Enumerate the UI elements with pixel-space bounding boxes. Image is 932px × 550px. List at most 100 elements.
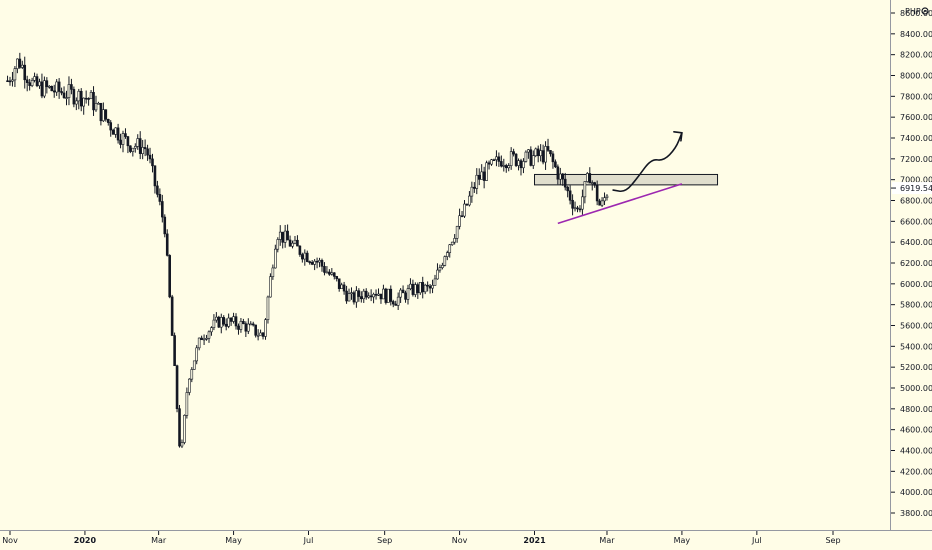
candle-body — [102, 109, 105, 122]
candle-body — [219, 317, 223, 328]
y-tick-label: 6800.00 — [900, 197, 932, 206]
candle-body — [183, 415, 186, 443]
candle-body — [23, 64, 27, 81]
candle-body — [261, 332, 265, 337]
candle-body — [396, 296, 400, 306]
candle-body — [436, 269, 439, 280]
y-tick-label: 5600.00 — [900, 322, 932, 331]
candle-body — [556, 166, 560, 180]
x-tick-label: Sep — [825, 536, 840, 545]
candle-body — [600, 200, 604, 206]
candle-body — [244, 323, 248, 332]
y-tick-label: 8200.00 — [900, 51, 932, 60]
y-tick-label: 3800.00 — [900, 509, 932, 518]
candle-body — [163, 216, 167, 235]
candle-body — [133, 146, 137, 149]
x-tick-label: Nov — [452, 536, 468, 545]
candle-body — [242, 321, 245, 324]
candle-body — [404, 292, 407, 300]
candle-body — [124, 133, 127, 137]
projection-arrowhead — [673, 130, 683, 142]
y-tick-label: 7600.00 — [900, 113, 932, 122]
candle-body — [310, 262, 314, 265]
candle-body — [170, 296, 174, 336]
candle-body — [25, 79, 29, 83]
candle-body — [551, 153, 555, 163]
candle-body — [65, 97, 68, 99]
y-tick-label: 5400.00 — [900, 342, 932, 351]
y-tick-label: 6400.00 — [900, 238, 932, 247]
candle-body — [82, 97, 86, 107]
candle-body — [48, 85, 51, 88]
candle-body — [305, 252, 309, 262]
candle-body — [401, 289, 405, 294]
time-axis[interactable]: Nov 2020 Mar May Jul Sep Nov 2021 Mar May Jul Sep — [2, 531, 841, 545]
candle-body — [131, 147, 135, 152]
candle-body — [28, 82, 31, 86]
y-tick-label: 5200.00 — [900, 363, 932, 372]
x-tick-label: 2021 — [523, 536, 546, 545]
candle-body — [352, 292, 356, 303]
candle-body — [266, 296, 270, 320]
candle-body — [215, 316, 218, 321]
currency-badge[interactable]: PHP — [905, 7, 921, 16]
candle-body — [237, 325, 240, 330]
candle-body — [559, 173, 562, 180]
candle-body — [60, 91, 63, 94]
candle-body — [500, 161, 503, 167]
candle-body — [254, 324, 257, 336]
candle-body — [490, 159, 493, 165]
candle-body — [455, 226, 459, 239]
y-tick-label: 4000.00 — [900, 488, 932, 497]
last-price-tag-bg — [892, 182, 932, 195]
candle-body — [527, 149, 530, 153]
candle-body — [416, 284, 420, 294]
candle-body — [224, 323, 228, 327]
candle-body — [391, 301, 395, 305]
candle-body — [453, 238, 456, 243]
price-axis[interactable]: 8600.00 8400.00 8200.00 8000.00 7800.00 7600.… — [891, 9, 932, 518]
last-price-tag: 6919.54 — [891, 182, 932, 195]
candle-body — [475, 174, 479, 189]
candle-body — [192, 360, 196, 370]
candle-body — [512, 151, 515, 155]
candle-body — [315, 260, 319, 263]
candle-body — [106, 118, 110, 123]
candle-body — [119, 139, 122, 145]
x-tick-label: Nov — [2, 536, 18, 545]
candle-body — [384, 288, 388, 303]
candle-body — [45, 80, 49, 88]
candle-body — [431, 285, 434, 289]
candle-body — [473, 186, 476, 189]
candle-body — [517, 160, 520, 166]
candle-body — [450, 241, 454, 246]
candle-body — [394, 303, 398, 306]
candle-body — [509, 151, 513, 166]
candle-body — [276, 239, 280, 250]
candle-body — [536, 148, 540, 157]
candle-body — [138, 138, 142, 154]
candle-body — [136, 138, 140, 147]
candle-body — [568, 190, 572, 201]
candle-body — [463, 203, 466, 217]
candle-body — [438, 267, 442, 271]
candle-body — [529, 149, 533, 166]
candle-body — [332, 272, 336, 277]
candle-body — [89, 92, 93, 100]
candle-body — [586, 173, 589, 182]
candle-body — [141, 147, 144, 154]
gear-icon[interactable] — [921, 7, 929, 15]
candle-body — [232, 316, 235, 322]
candle-body — [43, 80, 46, 97]
candle-body — [605, 195, 609, 198]
candle-body — [360, 296, 363, 300]
candle-body — [269, 276, 272, 298]
candle-body — [67, 84, 71, 98]
candle-body — [18, 58, 22, 68]
candle-body — [345, 290, 348, 302]
candle-body — [97, 102, 100, 105]
candle-body — [364, 290, 368, 298]
candle-body — [70, 84, 73, 90]
